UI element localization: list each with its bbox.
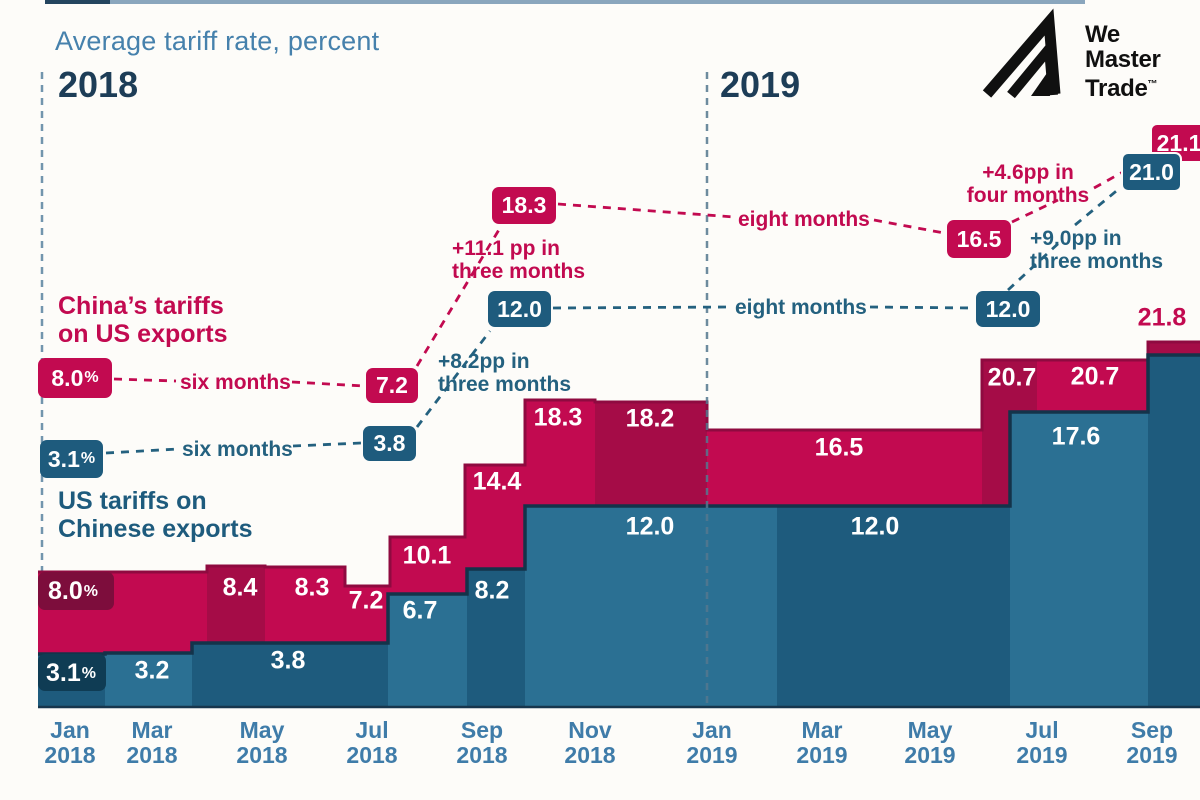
logo-text-trade: Trade™ [1085,75,1158,102]
us-value-label: 12.0 [625,512,675,541]
logo-text-master: Master [1085,46,1161,73]
axis-tick: Sep 2018 [456,717,508,768]
axis-tick: Nov 2018 [564,717,616,768]
callout-us-jul18: 3.8 [363,426,416,461]
annotation-plus-9-0pp: +9.0pp in three months [1030,227,1164,273]
china-value-label: 20.7 [1070,362,1120,391]
axis-tick: Mar 2018 [126,717,178,768]
us-chip-label: 3.1% [46,659,96,687]
china-value-label: 18.3 [533,403,583,432]
axis-tick: May 2018 [236,717,288,768]
callout-china-jan19: 16.5 [947,220,1011,258]
logo-text-we: We [1085,21,1120,48]
annotation-eight-months-us: eight months [735,296,867,319]
china-start-chip [38,572,114,610]
year-label-2019: 2019 [720,64,801,105]
china-value-label: 18.2 [625,404,675,433]
china-value-label-outside: 21.8 [1137,303,1187,332]
us-series-label: US tariffs on Chinese exports [58,487,253,543]
callout-china-start: 8.0% [38,358,112,398]
axis-tick: May 2019 [904,717,956,768]
us-area-light-seg-120 [525,506,777,708]
us-area-light-seg-176 [1010,412,1148,708]
axis-tick: Jul 2019 [1016,717,1068,768]
us-area-light-seg-32 [105,653,192,708]
chart-title: Average tariff rate, percent [55,26,380,56]
china-value-label: 8.3 [294,573,330,602]
annotation-plus-8-2pp: +8.2pp in three months [438,350,572,396]
china-value-label: 10.1 [402,541,452,570]
callout-us-start: 3.1% [40,440,103,478]
us-start-chip [38,654,106,691]
us-area-light-seg-67 [388,594,467,708]
us-area-outline [38,353,1200,656]
callout-china-sep18: 18.3 [492,187,556,224]
us-value-label: 3.8 [270,646,306,675]
china-value-label: 14.4 [472,467,522,496]
china-chip-label: 8.0% [48,577,98,605]
us-value-label: 6.7 [402,596,438,625]
china-series-label: China’s tariffs on US exports [58,292,228,348]
annotation-six-months-china: six months [180,371,291,394]
annotation-plus-4-6pp: +4.6pp in four months [966,161,1090,207]
callout-us-sep19: 21.0 [1121,152,1182,192]
axis-tick: Mar 2019 [796,717,848,768]
china-value-label: 20.7 [987,363,1037,392]
axis-tick: Jan 2019 [686,717,738,768]
top-rule [45,0,1085,4]
china-value-label: 8.4 [222,573,258,602]
callout-us-sep18: 12.0 [488,291,551,327]
china-value-label: 7.2 [348,586,384,615]
callout-us-jan19: 12.0 [976,291,1040,327]
axis-tick: Jan 2018 [44,717,96,768]
annotation-six-months-us: six months [182,438,293,461]
logo-mark-icon [982,8,1061,99]
annotation-plus-11-1pp: +11.1 pp in three months [452,237,586,283]
china-area-outline [38,340,1200,588]
callout-china-jul18: 7.2 [366,368,418,403]
us-connectors [105,186,1121,455]
us-value-label: 8.2 [474,576,510,605]
annotation-eight-months-china: eight months [738,208,870,231]
us-value-label: 12.0 [850,512,900,541]
axis-tick: Jul 2018 [346,717,398,768]
year-label-2018: 2018 [58,64,139,105]
us-value-label: 17.6 [1051,422,1101,451]
top-rule-dark-segment [45,0,110,4]
trademark-symbol: ™ [1147,79,1158,90]
us-value-label: 3.2 [134,656,170,685]
axis-tick: Sep 2019 [1126,717,1178,768]
china-value-label: 16.5 [814,433,864,462]
